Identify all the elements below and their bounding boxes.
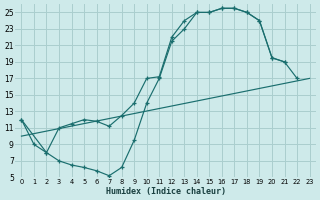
- X-axis label: Humidex (Indice chaleur): Humidex (Indice chaleur): [106, 187, 226, 196]
